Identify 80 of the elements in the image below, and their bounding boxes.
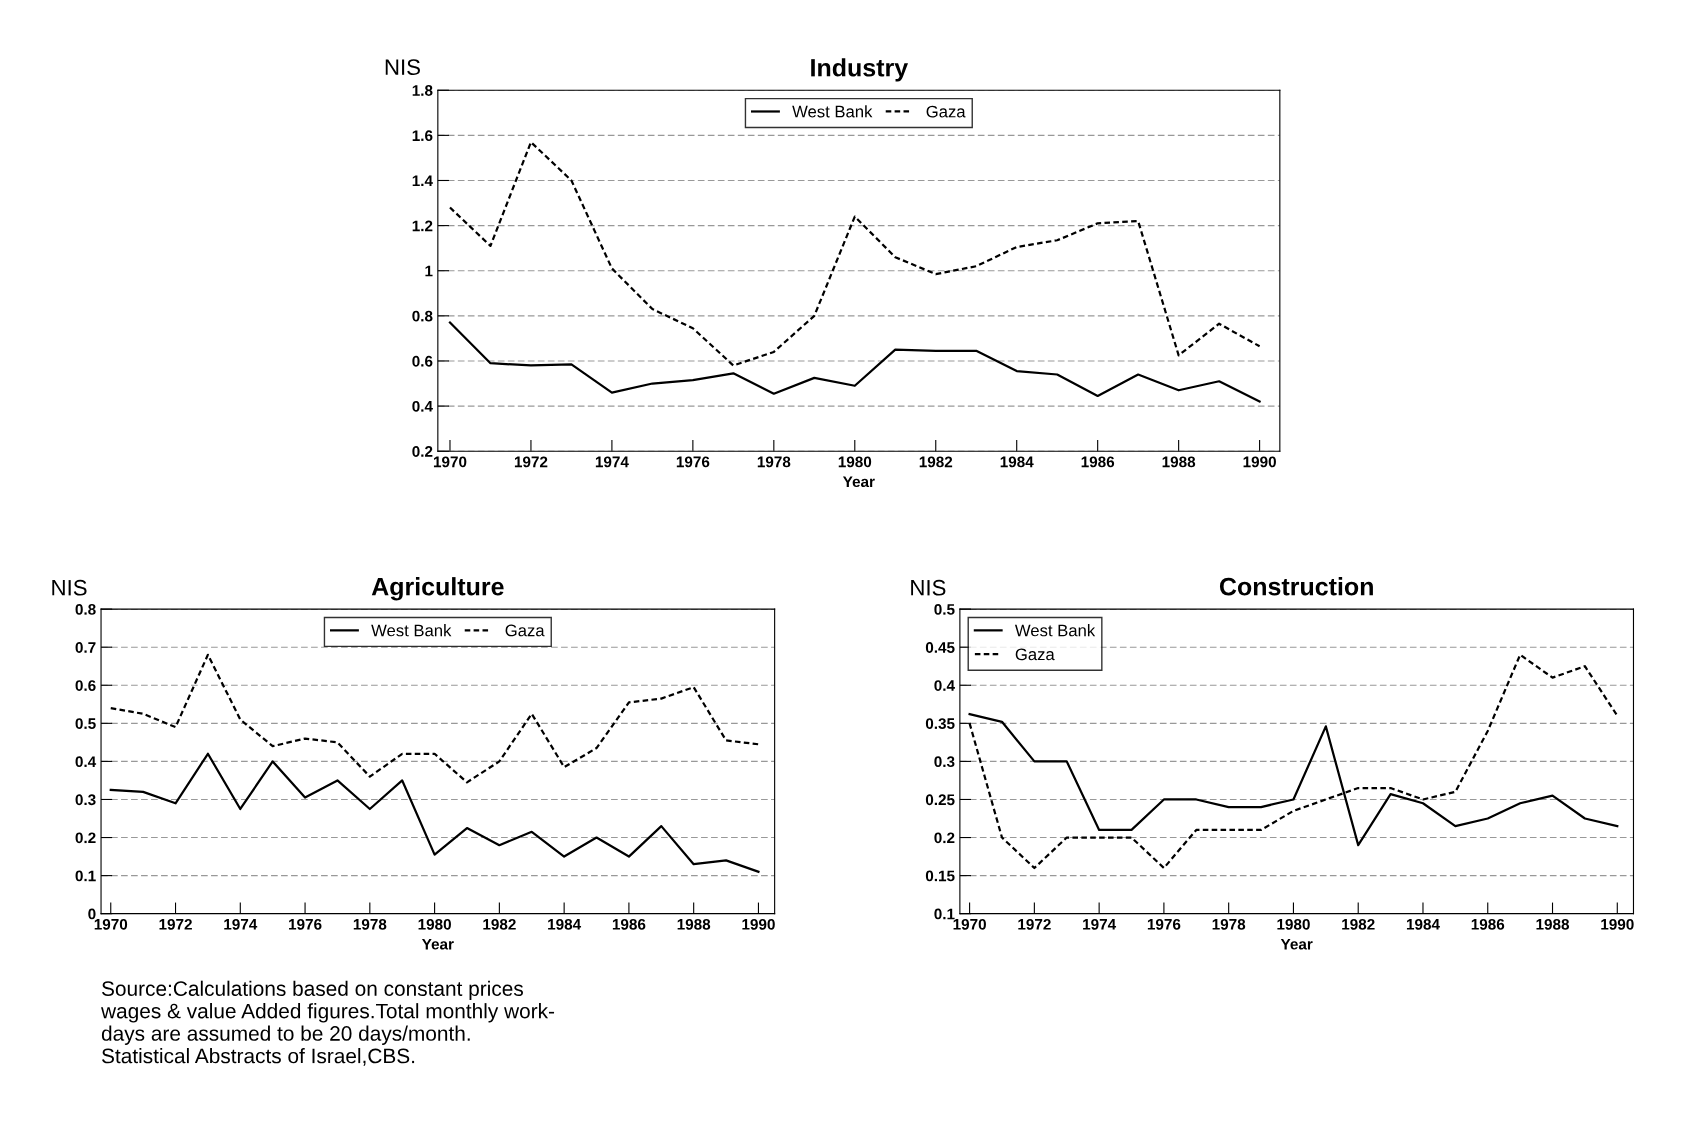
- x-axis-title: Year: [1280, 938, 1313, 950]
- x-tick-label: 1978: [757, 456, 791, 468]
- y-tick-label: 0.1: [75, 870, 96, 882]
- y-tick-label: 0.1: [934, 908, 955, 920]
- chart-title: Agriculture: [371, 577, 504, 601]
- x-tick-label: 1980: [1277, 918, 1310, 930]
- legend-label: Gaza: [505, 624, 545, 637]
- x-tick-label: 1984: [548, 918, 582, 930]
- y-tick-label: 0.5: [75, 718, 96, 730]
- x-tick-label: 1982: [1342, 918, 1375, 930]
- line-series: [448, 141, 1261, 367]
- y-tick-label: 1.6: [412, 130, 433, 142]
- y-tick-label: 1.4: [412, 175, 433, 187]
- y-tick-label: 0.6: [412, 355, 433, 367]
- y-tick-label: 0: [88, 908, 96, 920]
- line-series: [448, 321, 1261, 403]
- x-axis-title: Year: [421, 938, 454, 950]
- x-tick-label: 1984: [1406, 918, 1440, 930]
- x-tick-label: 1974: [595, 456, 629, 468]
- x-tick-label: 1982: [483, 918, 516, 930]
- y-tick-label: 0.8: [412, 310, 433, 322]
- x-tick-label: 1986: [1471, 918, 1505, 930]
- y-tick-label: 1: [425, 265, 433, 277]
- x-tick-label: 1990: [1601, 918, 1634, 930]
- x-tick-label: 1978: [1212, 918, 1246, 930]
- y-axis-title: NIS: [52, 579, 87, 596]
- y-tick-label: 0.4: [412, 400, 433, 412]
- x-tick-label: 1980: [838, 456, 872, 468]
- line-series: [109, 752, 760, 873]
- x-tick-label: 1984: [1000, 456, 1034, 468]
- legend-label: West Bank: [792, 105, 873, 118]
- y-tick-label: 0.2: [412, 446, 433, 457]
- x-tick-label: 1974: [224, 918, 258, 930]
- source-note: Source:Calculations based on constant prices wages & value Added figures.Total monthly work- days are assumed to be 20 days/month. Statistical Abstracts of Israel,CBS.: [101, 980, 555, 1066]
- y-tick-label: 0.2: [75, 832, 96, 844]
- x-tick-label: 1988: [1536, 918, 1570, 930]
- legend-label: Gaza: [1015, 648, 1055, 661]
- y-tick-label: 0.35: [925, 718, 955, 730]
- x-tick-label: 1976: [1147, 918, 1181, 930]
- x-tick-label: 1982: [919, 456, 953, 468]
- x-tick-label: 1986: [1081, 456, 1115, 468]
- chart-title: Construction: [1219, 577, 1373, 596]
- x-tick-label: 1972: [159, 918, 192, 930]
- y-axis-title: NIS: [911, 579, 946, 596]
- y-tick-label: 0.4: [934, 680, 955, 691]
- x-axis-title: Year: [842, 476, 875, 488]
- y-tick-label: 1.2: [412, 220, 433, 232]
- x-tick-label: 1978: [353, 918, 387, 930]
- x-tick-label: 1980: [418, 918, 451, 930]
- x-tick-label: 1974: [1083, 918, 1117, 930]
- x-tick-label: 1990: [742, 918, 775, 930]
- y-tick-label: 0.15: [925, 870, 955, 882]
- x-tick-label: 1990: [1243, 456, 1276, 468]
- x-tick-label: 1970: [433, 456, 467, 468]
- x-tick-label: 1988: [1162, 456, 1196, 468]
- x-tick-label: 1972: [1018, 918, 1051, 930]
- y-tick-label: 0.7: [75, 642, 96, 653]
- legend-label: West Bank: [1014, 624, 1096, 637]
- y-tick-label: 0.4: [75, 756, 97, 768]
- y-axis-title: NIS: [385, 59, 420, 76]
- x-tick-label: 1972: [514, 456, 548, 468]
- x-tick-label: 1976: [289, 918, 322, 930]
- y-tick-label: 0.5: [934, 603, 955, 615]
- y-tick-label: 1.8: [412, 85, 433, 96]
- legend-label: West Bank: [371, 624, 452, 637]
- x-tick-label: 1970: [94, 918, 128, 930]
- x-tick-label: 1976: [676, 456, 710, 468]
- y-tick-label: 0.45: [925, 642, 955, 653]
- x-tick-label: 1988: [677, 918, 711, 930]
- x-tick-label: 1986: [612, 918, 646, 930]
- chart-title: Industry: [811, 58, 909, 82]
- y-tick-label: 0.25: [925, 794, 955, 806]
- y-tick-label: 0.3: [75, 794, 96, 806]
- y-tick-label: 0.3: [934, 756, 955, 768]
- legend-label: Gaza: [926, 105, 966, 118]
- x-tick-label: 1970: [953, 918, 986, 930]
- y-tick-label: 0.2: [934, 832, 955, 844]
- y-tick-label: 0.8: [75, 603, 96, 615]
- line-series: [109, 653, 760, 784]
- y-tick-label: 0.6: [75, 680, 96, 691]
